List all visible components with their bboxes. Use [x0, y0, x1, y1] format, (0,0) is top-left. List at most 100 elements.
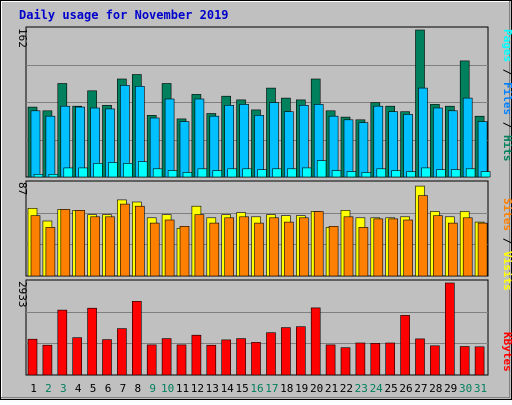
bar-sites-day-15 — [239, 216, 249, 277]
day-label-7: 7 — [120, 382, 127, 395]
bar-kbytes-day-21 — [325, 344, 336, 376]
legend-sep-3: / — [501, 231, 512, 251]
bar-pages-day-29 — [450, 169, 461, 178]
day-label-27: 27 — [414, 382, 427, 395]
legend-hits-label: Hits — [501, 135, 512, 162]
bar-sites-day-9 — [149, 222, 160, 277]
bar-kbytes-day-7 — [117, 328, 127, 376]
bar-sites-day-26 — [403, 219, 413, 277]
legend-sep-1: / — [501, 62, 512, 82]
legend-visits-label: Visits — [501, 251, 512, 291]
day-label-14: 14 — [221, 382, 235, 395]
day-label-28: 28 — [429, 382, 442, 395]
bar-sites-day-21 — [328, 226, 339, 277]
bar-files-day-13 — [209, 115, 220, 178]
bar-sites-day-30 — [462, 217, 473, 277]
day-label-20: 20 — [310, 382, 323, 395]
panel-visits-sites: 87 — [16, 180, 489, 277]
bar-kbytes-day-18 — [281, 327, 291, 376]
bar-kbytes-day-3 — [57, 309, 68, 376]
bar-sites-day-17 — [269, 217, 279, 277]
bar-sites-day-28 — [433, 215, 443, 277]
bar-files-day-17 — [269, 102, 279, 178]
bar-files-day-26 — [403, 114, 413, 178]
bar-pages-day-15 — [242, 168, 252, 178]
bar-sites-day-14 — [224, 217, 234, 277]
bar-files-day-27 — [418, 87, 428, 178]
bar-kbytes-day-9 — [146, 344, 157, 376]
bar-kbytes-day-26 — [400, 315, 410, 376]
day-label-1: 1 — [30, 382, 37, 395]
bar-pages-day-31 — [480, 171, 491, 178]
bar-sites-day-23 — [358, 227, 369, 277]
bar-pages-day-20 — [316, 160, 327, 178]
day-label-26: 26 — [399, 382, 412, 395]
bar-sites-day-18 — [284, 221, 294, 277]
panel-hits-files-pages-ymax-label: 162 — [16, 28, 29, 48]
bar-files-day-30 — [462, 97, 473, 178]
day-label-3: 3 — [60, 382, 67, 395]
bar-kbytes-day-11 — [176, 344, 187, 376]
bar-sites-day-31 — [477, 222, 488, 277]
day-label-30: 30 — [459, 382, 472, 395]
day-label-22: 22 — [340, 382, 353, 395]
bar-files-day-31 — [477, 121, 488, 178]
bar-files-day-1 — [30, 110, 41, 178]
bar-files-day-28 — [433, 107, 443, 178]
bar-sites-day-25 — [388, 218, 399, 277]
bar-pages-day-12 — [197, 168, 208, 178]
bar-kbytes-day-28 — [430, 345, 440, 376]
bar-kbytes-day-1 — [27, 338, 38, 376]
bar-pages-day-28 — [436, 169, 446, 178]
bar-pages-day-27 — [421, 167, 431, 178]
bar-sites-day-24 — [373, 218, 384, 277]
bar-pages-day-4 — [78, 167, 88, 178]
bar-files-day-19 — [298, 105, 309, 178]
bar-files-day-29 — [447, 110, 458, 178]
bar-sites-day-12 — [194, 214, 205, 277]
day-label-8: 8 — [134, 382, 141, 395]
bar-sites-day-10 — [164, 219, 175, 277]
bar-files-day-9 — [149, 117, 160, 178]
legend-pages-label: Pages — [501, 29, 512, 62]
bar-kbytes-day-19 — [295, 326, 306, 376]
day-label-10: 10 — [161, 382, 174, 395]
day-label-29: 29 — [444, 382, 457, 395]
bar-pages-day-6 — [108, 162, 118, 178]
bar-files-day-2 — [45, 115, 56, 178]
bar-pages-day-19 — [301, 167, 312, 178]
day-label-2: 2 — [45, 382, 52, 395]
bar-files-day-3 — [60, 105, 71, 178]
bar-sites-day-4 — [75, 210, 85, 277]
bar-files-day-12 — [194, 98, 205, 178]
bar-kbytes-day-17 — [266, 332, 276, 376]
bar-files-day-15 — [239, 104, 249, 178]
bar-pages-day-11 — [182, 172, 193, 178]
bar-pages-day-13 — [212, 170, 223, 178]
bar-files-day-25 — [388, 111, 399, 178]
bar-files-day-18 — [284, 111, 294, 178]
legend-kbytes-label: KBytes — [501, 332, 512, 372]
legend-visits-sites: Sites / Visits — [501, 198, 512, 291]
bar-pages-day-17 — [272, 168, 282, 178]
bar-kbytes-day-20 — [310, 307, 321, 376]
bar-pages-day-14 — [227, 168, 237, 178]
panel-hits-files-pages: 162 — [16, 26, 491, 178]
bar-kbytes-day-30 — [459, 346, 470, 376]
bar-pages-day-26 — [406, 171, 416, 178]
bar-kbytes-day-16 — [251, 342, 261, 376]
panel-kbytes-ymax-label: 2933 — [16, 281, 29, 308]
legend-files-label: Files — [501, 82, 512, 115]
bar-kbytes-day-15 — [236, 338, 246, 376]
bar-pages-day-25 — [391, 170, 402, 178]
bar-pages-day-5 — [93, 163, 103, 178]
bar-sites-day-3 — [60, 209, 71, 277]
bar-kbytes-day-12 — [191, 334, 202, 376]
bar-sites-day-22 — [343, 216, 354, 277]
bar-kbytes-day-2 — [42, 344, 53, 376]
bar-sites-day-27 — [418, 195, 428, 277]
bar-sites-day-6 — [105, 216, 115, 277]
chart-title: Daily usage for November 2019 — [19, 8, 229, 22]
